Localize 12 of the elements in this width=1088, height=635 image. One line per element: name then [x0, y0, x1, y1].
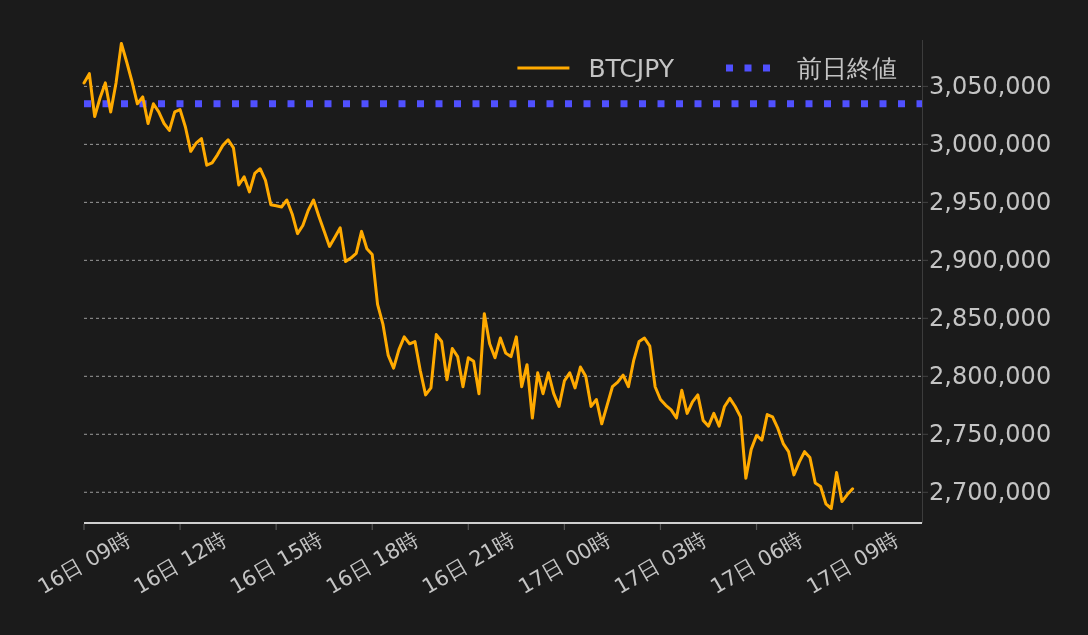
legend-label: 前日終値 [797, 53, 897, 83]
legend-item: BTCJPY [517, 53, 674, 83]
y-tick-label: 3,050,000 [929, 72, 1052, 101]
y-tick-label: 2,800,000 [929, 362, 1052, 391]
legend-item: 前日終値 [726, 53, 897, 83]
y-tick-label: 2,850,000 [929, 304, 1052, 333]
y-tick-label: 2,950,000 [929, 188, 1052, 217]
y-tick-label: 2,750,000 [929, 420, 1052, 449]
y-tick-label: 3,000,000 [929, 130, 1052, 159]
legend-label: BTCJPY [588, 53, 675, 83]
y-tick-label: 2,900,000 [929, 246, 1052, 275]
y-tick-label: 2,700,000 [929, 478, 1052, 507]
